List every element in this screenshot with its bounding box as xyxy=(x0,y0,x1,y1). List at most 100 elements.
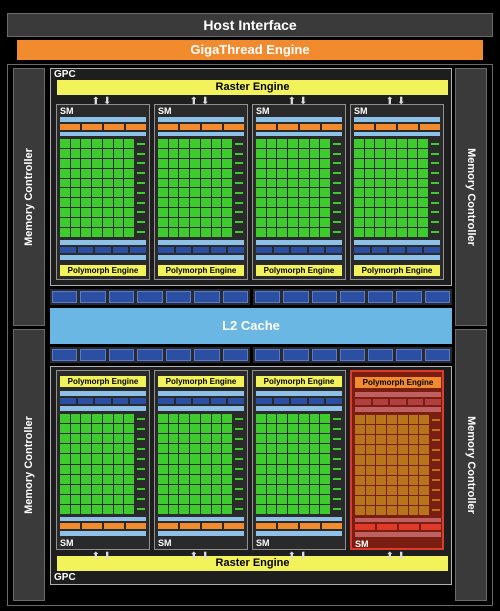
texture-units xyxy=(60,398,146,404)
warp-schedulers xyxy=(60,124,146,130)
interconnect-bar xyxy=(158,406,244,411)
sm-label: SM xyxy=(60,538,74,548)
arrow-icon: ⬆⬇ xyxy=(189,96,213,107)
texture-units xyxy=(256,398,342,404)
sm-top-3: SM Polymorph Engine xyxy=(252,104,346,280)
arrow-icon: ⬆⬇ xyxy=(385,551,409,562)
warp-schedulers xyxy=(355,524,441,530)
texture-units xyxy=(158,247,244,253)
texture-cache xyxy=(158,255,244,260)
dispatch-bar xyxy=(60,517,146,521)
warp-schedulers xyxy=(256,523,342,529)
polymorph-engine: Polymorph Engine xyxy=(158,265,244,276)
memory-controller-bottom-left: Memory Controller xyxy=(13,329,45,601)
gpc-label: GPC xyxy=(54,572,76,583)
warp-schedulers xyxy=(158,523,244,529)
sm-top-2: SM Polymorph Engine xyxy=(154,104,248,280)
raster-engine-bottom: Raster Engine xyxy=(57,556,448,571)
load-store-units xyxy=(431,139,439,237)
load-store-units xyxy=(235,414,243,514)
polymorph-engine: Polymorph Engine xyxy=(60,376,146,387)
dispatch-bar xyxy=(60,132,146,136)
instruction-cache xyxy=(60,117,146,122)
sm-label: SM xyxy=(355,539,369,549)
cuda-cores xyxy=(60,414,134,514)
load-store-units xyxy=(333,139,341,237)
gigathread-engine: GigaThread Engine xyxy=(17,40,483,60)
sm-label: SM xyxy=(256,538,270,548)
sm-top-1: SM Polymorph Engine xyxy=(56,104,150,280)
warp-schedulers xyxy=(256,124,342,130)
sm-label: SM xyxy=(158,538,172,548)
polymorph-engine: Polymorph Engine xyxy=(256,376,342,387)
instruction-cache xyxy=(158,531,244,536)
load-store-units xyxy=(235,139,243,237)
memory-controller-label: Memory Controller xyxy=(465,416,477,514)
texture-units xyxy=(355,399,441,405)
sm-bottom-1: Polymorph Engine SM xyxy=(56,370,150,550)
memory-controller-label: Memory Controller xyxy=(23,416,35,514)
warp-schedulers xyxy=(60,523,146,529)
dispatch-bar xyxy=(256,517,342,521)
polymorph-engine: Polymorph Engine xyxy=(354,265,440,276)
sm-bottom-3: Polymorph Engine SM xyxy=(252,370,346,550)
arrow-icon: ⬆⬇ xyxy=(91,96,115,107)
interconnect-bar xyxy=(60,240,146,245)
texture-units xyxy=(256,247,342,253)
cuda-cores xyxy=(354,139,428,237)
instruction-cache xyxy=(256,531,342,536)
sm-label: SM xyxy=(256,106,270,116)
cuda-cores xyxy=(256,139,330,237)
sm-label: SM xyxy=(158,106,172,116)
interconnect-bar xyxy=(354,240,440,245)
arrow-icon: ⬆⬇ xyxy=(189,551,213,562)
texture-cache xyxy=(354,255,440,260)
memory-controller-bottom-right: Memory Controller xyxy=(455,329,487,601)
warp-schedulers xyxy=(158,124,244,130)
arrow-icon: ⬆⬇ xyxy=(385,96,409,107)
polymorph-engine: Polymorph Engine xyxy=(256,265,342,276)
cuda-cores xyxy=(256,414,330,514)
polymorph-engine: Polymorph Engine xyxy=(60,265,146,276)
interconnect-bar xyxy=(256,406,342,411)
instruction-cache xyxy=(256,117,342,122)
interconnect-bar xyxy=(158,240,244,245)
warp-schedulers xyxy=(354,124,440,130)
memory-bus-top-left xyxy=(50,289,250,305)
load-store-units xyxy=(333,414,341,514)
instruction-cache xyxy=(158,117,244,122)
texture-cache xyxy=(60,255,146,260)
texture-units xyxy=(158,398,244,404)
sm-label: SM xyxy=(60,106,74,116)
dispatch-bar xyxy=(158,132,244,136)
sm-label: SM xyxy=(354,106,368,116)
memory-controller-top-right: Memory Controller xyxy=(455,68,487,326)
dispatch-bar xyxy=(355,518,441,522)
load-store-units xyxy=(137,139,145,237)
host-interface: Host Interface xyxy=(7,13,493,37)
texture-cache xyxy=(158,391,244,396)
texture-units xyxy=(60,247,146,253)
memory-controller-label: Memory Controller xyxy=(23,148,35,246)
gpc-label: GPC xyxy=(54,69,76,80)
texture-units xyxy=(354,247,440,253)
arrow-icon: ⬆⬇ xyxy=(91,551,115,562)
memory-controller-top-left: Memory Controller xyxy=(13,68,45,326)
cuda-cores xyxy=(60,139,134,237)
texture-cache xyxy=(60,391,146,396)
memory-bus-top-right xyxy=(253,289,452,305)
raster-engine-top: Raster Engine xyxy=(57,80,448,95)
memory-bus-bottom-right xyxy=(253,347,452,363)
cuda-cores xyxy=(355,415,429,515)
cuda-cores xyxy=(158,414,232,514)
sm-bottom-2: Polymorph Engine SM xyxy=(154,370,248,550)
interconnect-bar xyxy=(60,406,146,411)
dispatch-bar xyxy=(256,132,342,136)
load-store-units xyxy=(432,415,440,515)
cuda-cores xyxy=(158,139,232,237)
instruction-cache xyxy=(354,117,440,122)
dispatch-bar xyxy=(354,132,440,136)
texture-cache xyxy=(355,392,441,397)
l2-cache: L2 Cache xyxy=(50,308,452,344)
interconnect-bar xyxy=(355,407,441,412)
